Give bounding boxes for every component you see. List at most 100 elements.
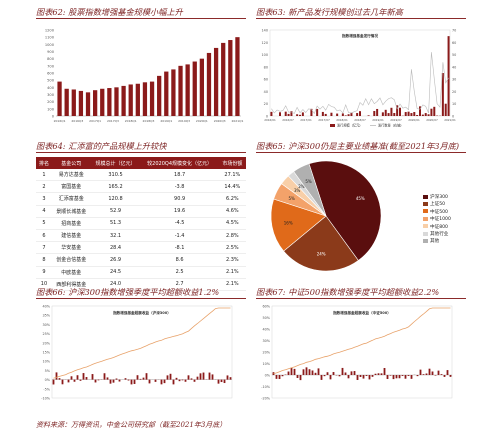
bar	[324, 113, 327, 116]
table-cell: 2.1%	[218, 266, 246, 279]
pie-label: 3%	[294, 188, 301, 193]
y2-tick-label: 50	[452, 53, 456, 57]
bar	[373, 110, 376, 116]
x-tick-label: 2016/01	[264, 118, 276, 122]
bar	[190, 378, 193, 380]
divider	[36, 152, 246, 153]
count-line	[271, 52, 449, 115]
pie-label: 45%	[356, 196, 365, 201]
x-tick-label: 2017Q3	[107, 119, 119, 123]
y-tick-label: 50%	[262, 316, 270, 320]
x-tick-label: 2018Q1	[125, 119, 137, 123]
bar	[70, 376, 73, 380]
table-cell: 6.2%	[218, 192, 246, 206]
x-tick-label: 2021Q1	[231, 119, 243, 123]
bar	[287, 371, 290, 375]
cumulative-line	[53, 307, 231, 379]
y-tick-label: 15%	[42, 351, 50, 355]
y-tick-label: 10%	[42, 360, 50, 364]
table-row: 8 创金合信基金 26.9 8.6 2.3%	[36, 253, 246, 267]
bar	[223, 379, 226, 384]
bar	[109, 379, 112, 384]
legend-label: 发行规模（亿元）	[337, 123, 363, 128]
table-row: 4 景顺长城基金 52.9 19.6 4.6%	[36, 205, 246, 218]
table-cell: 4.6%	[218, 205, 246, 218]
table-cell: 富国基金	[51, 180, 91, 194]
bar	[449, 375, 452, 377]
y-tick-label: 800	[47, 57, 55, 61]
y2-tick-label: 10	[452, 102, 456, 106]
bar	[229, 377, 232, 380]
bar	[367, 115, 370, 116]
bar	[356, 113, 359, 116]
bar	[447, 36, 450, 117]
bar	[206, 52, 212, 116]
bar	[121, 85, 126, 116]
bar	[386, 375, 389, 380]
bar	[118, 379, 121, 382]
y-tick-label: 30%	[262, 339, 270, 343]
table-row: 1 易方达基金 310.5 18.7 27.1%	[36, 169, 246, 182]
table-row: 6 建信基金 32.1 -1.4 2.8%	[36, 229, 246, 243]
x-tick-label: 2017Q1	[89, 119, 101, 123]
bar	[422, 374, 425, 375]
bar	[359, 111, 361, 116]
table-cell: -8.1	[140, 241, 219, 255]
bar	[444, 103, 447, 116]
bar	[91, 374, 94, 380]
bar	[221, 42, 226, 116]
bar	[284, 111, 287, 116]
pie-label: 5%	[305, 179, 312, 184]
plot-frame	[271, 305, 453, 399]
table-cell: 165.2	[90, 180, 141, 194]
chart-65-title: 图表65: 沪深300仍是主要业绩基准(截至2021年3月底)	[256, 141, 460, 151]
x-tick-label: 2016/07	[282, 118, 294, 122]
table-row: 5 招商基金 51.3 -4.5 4.5%	[36, 217, 246, 230]
bar	[407, 375, 410, 376]
bar	[390, 107, 393, 116]
y-tick-label: 1100	[45, 36, 55, 40]
chart-66-title: 图表66: 沪深300指数增强季度平均超额收益1.2%	[36, 287, 220, 297]
bar	[124, 378, 127, 380]
bar	[419, 369, 422, 375]
table-cell: 28.4	[90, 241, 141, 255]
table-cell: 易方达基金	[51, 169, 91, 182]
y-tick-label: -10%	[41, 397, 51, 401]
table-cell: 19.6	[140, 205, 219, 218]
legend-swatch	[423, 209, 428, 214]
bar	[356, 375, 359, 380]
bar	[416, 375, 419, 377]
bar	[228, 40, 233, 116]
table-cell: -4.5	[140, 217, 219, 230]
bar	[157, 75, 162, 116]
table-cell: 24.5	[90, 266, 141, 279]
bar	[149, 81, 155, 116]
y-tick-label: 35%	[42, 314, 50, 318]
bar	[187, 375, 190, 380]
bar	[114, 87, 119, 116]
table-cell: 10	[36, 278, 52, 291]
table-cell: 建信基金	[51, 229, 91, 243]
y2-tick-label: 70	[452, 29, 456, 33]
bar	[67, 379, 70, 383]
bar	[299, 114, 301, 116]
bar	[353, 371, 356, 375]
table-header: 基金公司	[51, 157, 91, 169]
y-tick-label: 40%	[42, 305, 50, 309]
bar	[410, 113, 413, 116]
bar	[347, 114, 350, 116]
bar	[82, 373, 85, 380]
bar	[64, 88, 69, 116]
y-tick-label: 100	[47, 107, 55, 111]
bar	[172, 379, 175, 385]
y-tick-label: 20%	[262, 351, 270, 355]
bar	[368, 375, 371, 380]
y-tick-label: 700	[47, 64, 55, 68]
bar	[154, 379, 157, 382]
bar	[344, 115, 347, 116]
y-tick-label: 60	[264, 78, 268, 82]
bar	[362, 375, 365, 379]
table-row: 10 西部利得基金 24.0 2.7 2.1%	[36, 278, 246, 291]
legend-label: 中证500	[430, 209, 448, 215]
bar	[293, 368, 296, 375]
